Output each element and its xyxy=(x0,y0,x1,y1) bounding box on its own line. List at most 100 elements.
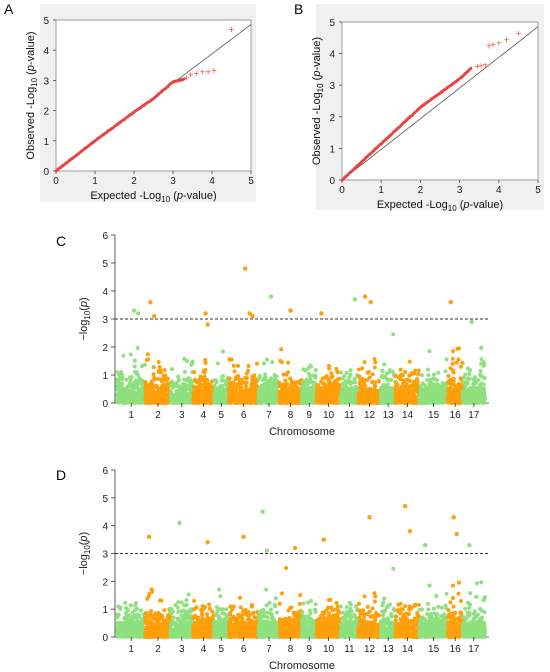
chromosome-label: 7 xyxy=(266,410,272,421)
x-tick-label: 3 xyxy=(170,176,176,187)
snp-point xyxy=(126,399,131,404)
snp-point xyxy=(235,363,240,368)
snp-point xyxy=(369,395,374,400)
snp-point xyxy=(181,394,186,399)
chromosome-label: 11 xyxy=(344,410,355,421)
snp-point xyxy=(214,389,219,394)
snp-point xyxy=(403,369,408,374)
snp-point xyxy=(177,377,182,382)
snp-point xyxy=(144,357,149,362)
snp-point xyxy=(234,386,239,391)
snp-point xyxy=(376,379,381,384)
x-tick-label: 2 xyxy=(418,185,424,196)
snp-point xyxy=(229,380,234,385)
snp-point xyxy=(201,368,206,373)
y-tick-label: 1 xyxy=(102,371,108,382)
snp-point xyxy=(390,369,395,374)
snp-point xyxy=(118,374,123,379)
qq-point xyxy=(183,77,186,81)
snp-point xyxy=(283,385,288,390)
snp-point xyxy=(203,387,208,392)
snp-point xyxy=(159,379,164,384)
snp-point xyxy=(301,367,306,372)
snp-point xyxy=(238,381,243,386)
snp-point xyxy=(143,380,148,385)
snp-point xyxy=(205,391,210,396)
snp-point xyxy=(269,376,274,381)
snp-point xyxy=(189,362,194,367)
qq-tail-point: + xyxy=(228,25,235,34)
snp-point xyxy=(182,398,187,403)
snp-point xyxy=(208,390,213,395)
snp-point xyxy=(145,389,150,394)
snp-point xyxy=(143,399,148,404)
qq-tail-point: + xyxy=(199,67,206,76)
snp-point xyxy=(284,372,289,377)
snp-point xyxy=(244,371,249,376)
y-tick-label: 3 xyxy=(102,315,108,326)
snp-point xyxy=(168,383,173,388)
snp-point xyxy=(148,400,153,405)
panel-label-c: C xyxy=(56,233,66,249)
snp-point xyxy=(170,379,175,384)
snp-point xyxy=(359,379,364,384)
snp-point xyxy=(151,365,156,370)
snp-point xyxy=(263,375,268,380)
snp-point xyxy=(252,400,257,405)
snp-point xyxy=(219,384,224,389)
snp-point xyxy=(389,399,394,404)
snp-point xyxy=(329,375,334,380)
snp-point xyxy=(241,390,246,395)
snp-point xyxy=(321,393,326,398)
snp-point xyxy=(257,386,262,391)
snp-point xyxy=(235,399,240,404)
qq-tail-point: + xyxy=(515,29,522,38)
chromosome-label: 10 xyxy=(323,410,335,421)
snp-point xyxy=(116,379,121,384)
snp-point xyxy=(370,372,375,377)
qq-tail-point: + xyxy=(486,42,493,51)
snp-point xyxy=(233,393,238,398)
chromosome-label: 1 xyxy=(128,410,134,421)
y-tick-label: 5 xyxy=(43,16,49,27)
qq-plot-area xyxy=(341,21,539,181)
snp-point xyxy=(373,360,378,365)
y-tick-label: 3 xyxy=(43,76,49,87)
snp-point xyxy=(367,375,372,380)
snp-point xyxy=(178,390,183,395)
snp-point xyxy=(165,386,170,391)
snp-point xyxy=(156,376,161,381)
snp-point xyxy=(289,379,294,384)
snp-point xyxy=(124,386,129,391)
y-tick-label: 4 xyxy=(43,46,49,57)
snp-point xyxy=(264,392,269,397)
snp-point xyxy=(156,368,161,373)
snp-point xyxy=(385,377,390,382)
snp-point xyxy=(373,389,378,394)
snp-point xyxy=(228,395,233,400)
snp-point xyxy=(359,397,364,402)
qq-tail-point: + xyxy=(503,35,510,44)
snp-point xyxy=(227,376,232,381)
snp-point xyxy=(122,389,127,394)
snp-point xyxy=(202,379,207,384)
snp-point xyxy=(127,384,132,389)
snp-point xyxy=(263,381,268,386)
snp-point xyxy=(303,390,308,395)
expected-line xyxy=(341,26,539,181)
snp-point xyxy=(193,385,198,390)
snp-point xyxy=(313,368,318,373)
snp-point xyxy=(182,356,187,361)
snp-point xyxy=(202,374,207,379)
chromosome-label: 12 xyxy=(364,410,376,421)
snp-point xyxy=(308,363,313,368)
snp-point xyxy=(398,367,403,372)
snp-point xyxy=(328,382,333,387)
snp-point xyxy=(220,374,225,379)
snp-point xyxy=(340,381,345,386)
snp-point xyxy=(132,358,137,363)
snp-point xyxy=(145,352,150,357)
snp-point xyxy=(170,367,175,372)
snp-point xyxy=(345,394,350,399)
